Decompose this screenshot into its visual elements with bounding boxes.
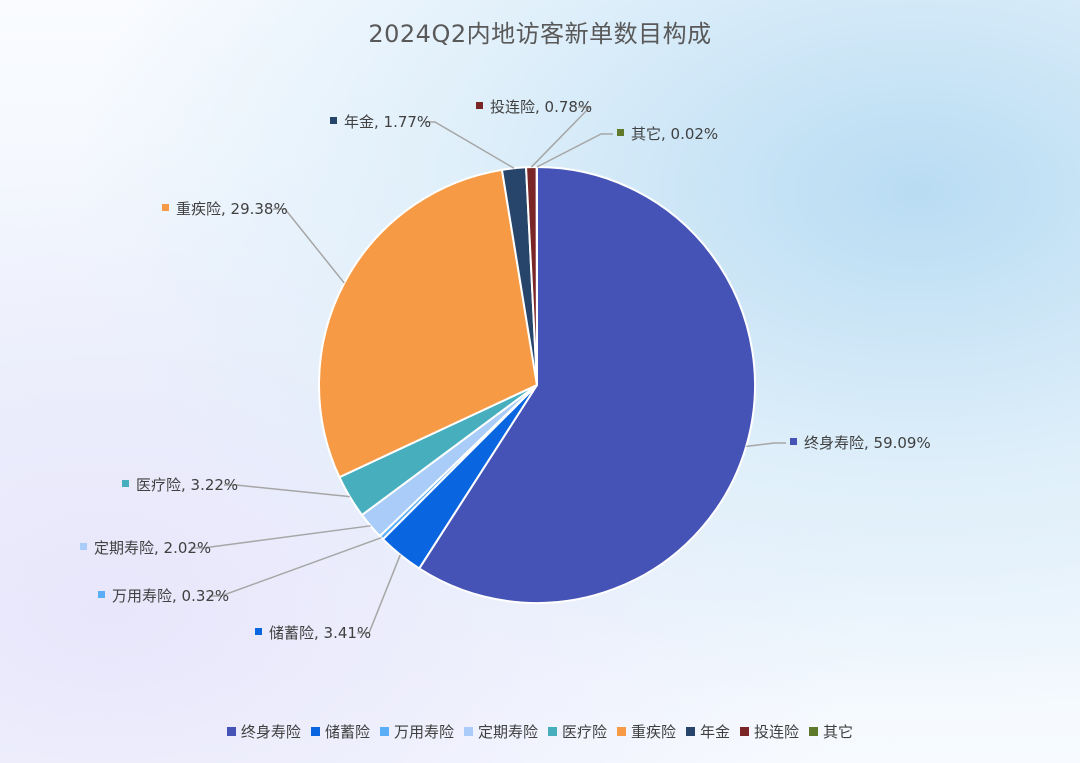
data-label-1: 终身寿险, 59.09% xyxy=(804,434,931,452)
legend-item-6: 重疾险 xyxy=(617,721,676,742)
leader-line-9 xyxy=(536,133,613,168)
legend-label-6: 重疾险 xyxy=(631,723,677,741)
legend-label-7: 年金 xyxy=(700,723,731,741)
pie-slice-1 xyxy=(417,165,756,604)
legend-swatch-4 xyxy=(463,727,473,736)
data-label-2: 储蓄险, 3.41% xyxy=(269,624,371,642)
data-label-swatch-7 xyxy=(330,117,337,124)
legend-swatch-1 xyxy=(226,727,236,736)
leader-line-1 xyxy=(746,442,786,448)
leader-line-6 xyxy=(273,208,345,284)
data-label-swatch-2 xyxy=(255,628,262,635)
legend-label-1: 终身寿险 xyxy=(240,723,301,741)
data-label-6: 重疾险, 29.38% xyxy=(176,200,288,218)
legend-swatch-6 xyxy=(617,727,626,736)
chart-title: 2024Q2内地访客新单数目构成 xyxy=(368,20,712,48)
chart-legend: 终身寿险 储蓄险 万用寿险 定期寿险 医疗险 重疾险 年金 投连险 其它 xyxy=(0,721,1080,742)
leader-line-7 xyxy=(423,121,515,169)
legend-label-3: 万用寿险 xyxy=(393,723,454,741)
data-label-9: 其它, 0.02% xyxy=(631,125,718,143)
pie-slice-6 xyxy=(318,168,539,479)
legend-swatch-3 xyxy=(379,727,389,736)
data-label-swatch-4 xyxy=(80,543,87,550)
legend-label-4: 定期寿险 xyxy=(477,723,538,741)
legend-item-1: 终身寿险 xyxy=(226,721,301,742)
legend-swatch-5 xyxy=(547,727,557,736)
data-label-4: 定期寿险, 2.02% xyxy=(94,539,211,557)
data-label-5: 医疗险, 3.22% xyxy=(136,476,238,494)
legend-item-3: 万用寿险 xyxy=(379,721,454,742)
data-label-8: 投连险, 0.78% xyxy=(490,98,592,116)
legend-label-2: 储蓄险 xyxy=(324,723,370,741)
legend-swatch-2 xyxy=(310,727,320,736)
legend-item-7: 年金 xyxy=(686,721,730,742)
data-label-swatch-8 xyxy=(476,102,483,109)
legend-label-9: 其它 xyxy=(823,723,854,741)
leader-line-2 xyxy=(357,554,401,634)
leader-line-4 xyxy=(191,525,371,549)
legend-item-9: 其它 xyxy=(809,721,853,742)
data-label-swatch-5 xyxy=(122,480,129,487)
data-label-swatch-3 xyxy=(98,591,105,598)
leader-line-3 xyxy=(209,536,382,597)
legend-label-8: 投连险 xyxy=(754,723,800,741)
legend-swatch-9 xyxy=(809,727,819,736)
data-label-swatch-9 xyxy=(617,129,624,136)
legend-item-8: 投连险 xyxy=(740,721,799,742)
legend-swatch-7 xyxy=(686,727,696,736)
legend-label-5: 医疗险 xyxy=(561,723,607,741)
legend-item-5: 医疗险 xyxy=(547,721,607,742)
data-label-7: 年金, 1.77% xyxy=(344,113,431,131)
data-label-3: 万用寿险, 0.32% xyxy=(112,587,229,605)
legend-swatch-8 xyxy=(740,727,750,736)
legend-item-4: 定期寿险 xyxy=(463,721,538,742)
data-label-swatch-6 xyxy=(162,204,169,211)
leader-line-5 xyxy=(224,484,350,498)
leader-line-8 xyxy=(530,106,592,168)
legend-item-2: 储蓄险 xyxy=(310,721,370,742)
data-label-swatch-1 xyxy=(790,438,797,445)
